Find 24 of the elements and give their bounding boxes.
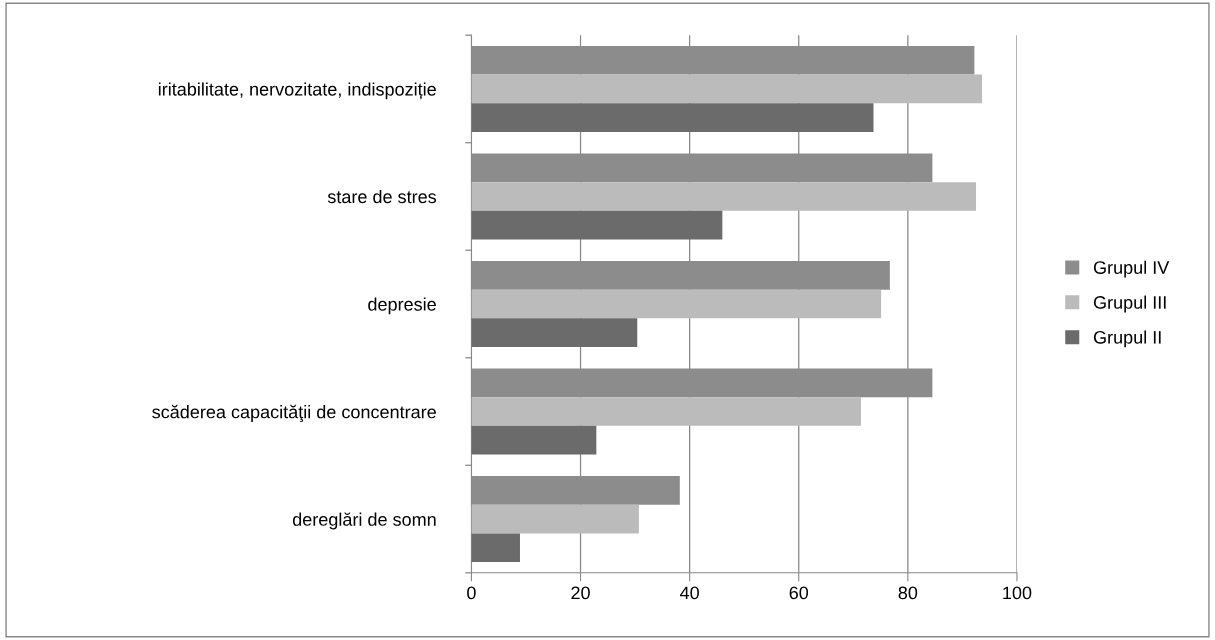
bar xyxy=(471,397,861,426)
bar xyxy=(471,289,882,319)
x-tick-label: 60 xyxy=(789,586,809,600)
y-tick-label: stare de stres xyxy=(327,189,437,204)
x-tick-label: 80 xyxy=(898,586,918,600)
bar xyxy=(471,182,977,211)
bar xyxy=(471,425,597,455)
legend-label: Grupul IV xyxy=(1093,260,1170,278)
bar xyxy=(471,210,723,240)
bar xyxy=(471,103,874,132)
y-tick-label: scăderea capacităţii de concentrare xyxy=(152,404,436,422)
x-tick-label: 40 xyxy=(680,586,699,600)
x-tick-label: 0 xyxy=(467,586,476,600)
legend-label: Grupul II xyxy=(1093,330,1161,348)
y-tick-label: depresie xyxy=(368,297,436,315)
legend-label: Grupul III xyxy=(1093,295,1166,313)
x-tick-label: 100 xyxy=(1003,586,1032,600)
bar xyxy=(471,318,638,348)
y-tick-label: dereglări de somn xyxy=(292,512,436,530)
bar xyxy=(471,74,983,104)
y-tick-label: iritabilitate, nervozitate, indispoziție xyxy=(158,82,436,100)
bar xyxy=(471,533,520,563)
x-tick-label: 20 xyxy=(571,586,590,600)
bar xyxy=(471,504,639,534)
